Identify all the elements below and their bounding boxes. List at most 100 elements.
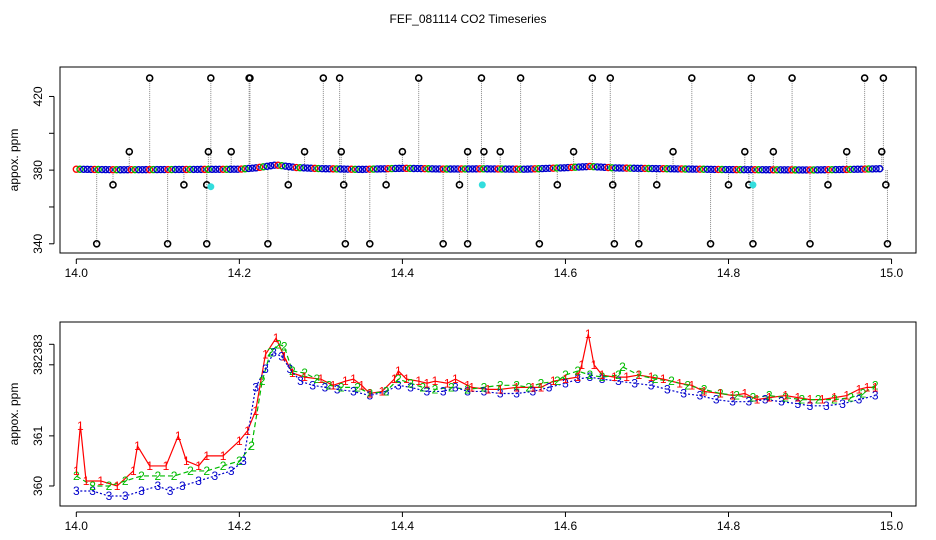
baseline-marker: [868, 165, 877, 173]
baseline-marker: [318, 164, 326, 173]
baseline-marker: [699, 165, 708, 173]
baseline-marker: [589, 162, 598, 171]
series-3-point: 3: [167, 484, 174, 498]
baseline-marker: [259, 163, 268, 171]
baseline-marker: [156, 165, 165, 174]
bottom-x-tick-label: 14.2: [228, 519, 252, 533]
baseline-marker: [303, 164, 312, 172]
baseline-marker: [292, 163, 301, 172]
baseline-marker: [366, 165, 374, 173]
baseline-marker: [813, 166, 822, 174]
series-2-point: 2: [154, 469, 161, 483]
outlier-point: [455, 181, 464, 189]
bottom-x-tick-label: 14.0: [65, 519, 89, 533]
series-1-point: 1: [754, 393, 761, 407]
outlier-point: [553, 181, 562, 189]
baseline-marker: [872, 165, 880, 173]
baseline-marker: [835, 165, 844, 174]
series-3-point: 3: [680, 387, 687, 401]
baseline-marker: [226, 165, 235, 173]
baseline-marker: [732, 165, 741, 174]
baseline-marker: [79, 165, 88, 174]
series-2-point: 2: [448, 380, 455, 394]
baseline-marker: [446, 165, 455, 173]
baseline-marker: [586, 162, 594, 171]
baseline-marker: [593, 163, 601, 171]
baseline-marker: [604, 163, 612, 172]
baseline-marker: [743, 165, 752, 174]
series-3-point: 3: [334, 382, 341, 396]
series-3-point: 3: [452, 380, 459, 394]
outlier-point: [688, 74, 696, 82]
bottom-y-axis-label: appox. ppm: [7, 383, 21, 446]
series-2-point: 2: [615, 368, 622, 382]
baseline-marker: [578, 163, 587, 171]
series-2-point: 2: [562, 368, 569, 382]
top-y-axis-label: appox. ppm: [7, 129, 21, 192]
bottom-plot-frame: [59, 321, 917, 507]
series-2-point: 2: [248, 439, 255, 453]
outlier-point: [610, 239, 619, 248]
baseline-marker: [787, 166, 796, 174]
series-2-point: 2: [419, 380, 426, 394]
series-1-point: 1: [350, 372, 357, 386]
series-3-point: 3: [154, 479, 161, 493]
series-3-point: 3: [322, 380, 329, 394]
series-3-point: 3: [697, 389, 704, 403]
baseline-marker: [608, 164, 616, 172]
series-1-point: 1: [766, 391, 773, 405]
baseline-marker: [105, 165, 114, 174]
baseline-marker: [512, 165, 521, 173]
outlier-point: [480, 147, 488, 156]
series-2-point: 2: [635, 368, 642, 382]
series-3-point: 3: [839, 397, 846, 411]
baseline-marker: [131, 165, 139, 174]
baseline-marker: [87, 165, 95, 174]
series-1-point: 1: [424, 376, 431, 390]
series-3-point: 3: [287, 362, 294, 376]
series-2-point: 2: [847, 391, 854, 405]
baseline-marker: [843, 165, 851, 174]
series-3-point: 3: [270, 346, 277, 360]
outlier-point: [382, 181, 390, 189]
baseline-marker: [461, 165, 469, 173]
series-1-point: 1: [391, 372, 398, 386]
series-3-point: 3: [73, 484, 80, 498]
baseline-marker: [476, 165, 484, 173]
baseline-marker: [267, 162, 275, 170]
series-1-point: 1: [794, 391, 801, 405]
outlier-point: [463, 239, 472, 248]
baseline-marker: [248, 164, 257, 172]
series-1-point: 1: [529, 380, 536, 394]
baseline-marker: [725, 165, 734, 174]
baseline-marker: [178, 165, 187, 174]
baseline-marker: [109, 166, 117, 174]
baseline-marker: [498, 165, 506, 173]
series-2-point: 2: [366, 387, 373, 401]
series-3-point: 3: [807, 399, 814, 413]
series-3-point: 3: [794, 397, 801, 411]
baseline-marker: [212, 165, 220, 174]
baseline-marker: [630, 164, 638, 172]
series-3-point: 3: [395, 378, 402, 392]
baseline-marker: [597, 163, 605, 171]
baseline-marker: [798, 166, 807, 174]
baseline-marker: [380, 165, 389, 173]
series-3-point: 3: [497, 387, 504, 401]
series-1-point: 1: [464, 378, 471, 392]
outlier-point: [284, 181, 293, 189]
baseline-marker: [388, 164, 396, 173]
outlier-point: [204, 147, 213, 156]
baseline-marker: [850, 165, 858, 174]
series-3-point: 3: [440, 384, 447, 398]
baseline-marker: [76, 165, 84, 173]
baseline-marker: [776, 166, 785, 174]
series-2-point: 2: [481, 380, 488, 394]
baseline-marker: [186, 165, 194, 174]
baseline-marker: [751, 165, 759, 174]
baseline-marker: [769, 166, 778, 174]
baseline-marker: [765, 166, 774, 174]
outlier-point: [463, 147, 472, 156]
baseline-marker: [652, 164, 660, 173]
outlier-point: [842, 147, 851, 156]
